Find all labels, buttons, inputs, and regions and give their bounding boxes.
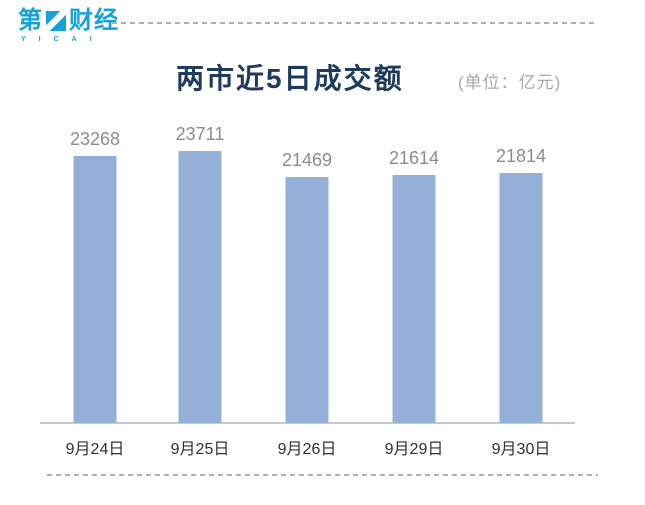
bar-value-label: 23711 (175, 124, 225, 144)
unit-label: (单位：亿元) (458, 73, 562, 92)
logo-char-left: 第 (18, 7, 43, 34)
top-dashed-separator (112, 22, 598, 24)
bar-group: 23268 9月24日 (42, 115, 148, 475)
page-title: 两市近5日成交额 (176, 63, 404, 94)
bar-value-label: 21814 (495, 146, 547, 166)
x-axis-line (40, 422, 575, 424)
bar-group: 23711 9月25日 (147, 115, 253, 475)
bar-value-label: 23268 (69, 129, 121, 149)
yicai-logo: 第 财经 YICAI (18, 8, 119, 44)
bottom-dashed-separator (47, 474, 598, 476)
bar (178, 151, 222, 423)
x-tick-label: 9月26日 (277, 441, 337, 458)
bar-group: 21814 9月30日 (468, 115, 574, 475)
yicai-square-icon (46, 11, 66, 31)
logo-char-right: 财经 (69, 7, 119, 34)
x-tick-label: 9月24日 (65, 441, 125, 458)
bar-value-label: 21614 (388, 148, 440, 168)
x-tick-label: 9月29日 (384, 441, 444, 458)
yicai-logo-wordmark: 第 财经 (18, 8, 119, 34)
bar-group: 21614 9月29日 (361, 115, 467, 475)
bar (285, 177, 329, 423)
bar-chart: 23268 9月24日 23711 9月25日 21469 9月26日 21614 9月29日… (0, 115, 645, 475)
x-tick-label: 9月30日 (491, 441, 551, 458)
x-tick-label: 9月25日 (170, 441, 230, 458)
bar-value-label: 21469 (281, 150, 333, 170)
bar (73, 156, 117, 423)
bar (392, 175, 436, 423)
bar (499, 173, 543, 423)
bar-group: 21469 9月26日 (254, 115, 360, 475)
logo-subtext: YICAI (21, 36, 105, 43)
